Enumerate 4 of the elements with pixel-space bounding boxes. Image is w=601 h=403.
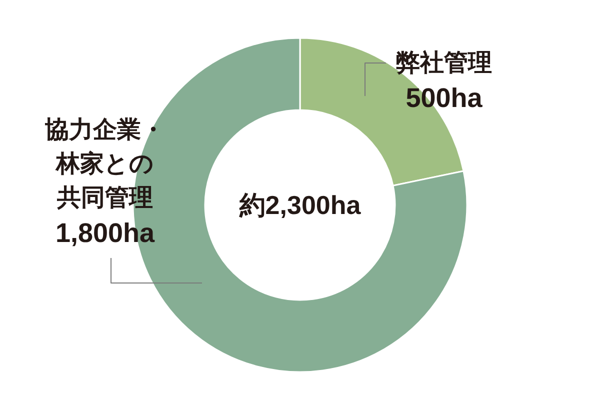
data-label: 500ha (406, 83, 484, 113)
slice-label: 弊社管理 (396, 50, 492, 76)
text: 約2,300ha (238, 190, 362, 220)
data-label: 1,800ha (55, 218, 156, 248)
